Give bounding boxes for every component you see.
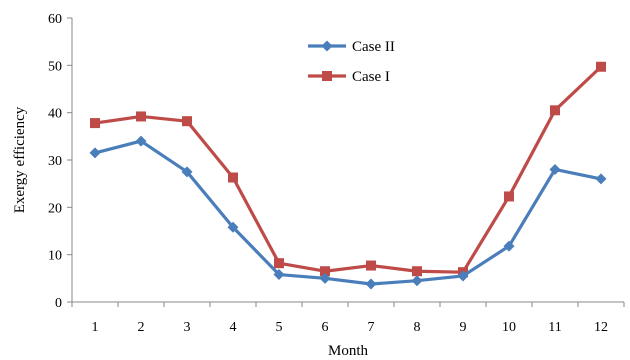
x-tick-label: 11: [548, 320, 561, 335]
legend-marker: [321, 40, 333, 52]
data-point-case-i: [90, 118, 100, 129]
data-point-case-ii: [89, 147, 101, 159]
x-tick-label: 5: [276, 320, 283, 335]
data-point-case-ii: [503, 240, 515, 252]
data-point-case-i: [550, 105, 560, 116]
x-tick-label: 3: [184, 320, 191, 335]
data-point-case-ii: [135, 135, 147, 147]
series-line-case-ii: [94, 139, 602, 286]
data-point-case-i: [412, 266, 422, 277]
data-point-case-ii: [595, 173, 607, 185]
series-layer: [89, 61, 607, 290]
data-point-case-ii: [411, 275, 423, 287]
x-tick-label: 6: [322, 320, 329, 335]
legend-label: Case II: [352, 39, 395, 55]
series-case-ii: [89, 135, 607, 290]
legend-label: Case I: [352, 69, 390, 85]
x-tick-label: 2: [138, 320, 145, 335]
data-point-case-i: [274, 258, 284, 269]
x-ticks: 1 2 3 4 5 6 7 8 9 10 11 12: [71, 302, 625, 335]
legend-item-case-i: Case I: [308, 69, 390, 85]
x-tick-label: 8: [414, 320, 421, 335]
data-point-case-i: [182, 116, 192, 127]
x-tick-label: 10: [502, 320, 516, 335]
data-point-case-ii: [457, 270, 469, 282]
data-point-case-i: [596, 61, 606, 72]
y-axis-title: Exergy efficiency: [12, 106, 28, 213]
x-axis-title: Month: [328, 343, 369, 359]
data-point-case-i: [504, 191, 514, 202]
legend: Case II Case I: [308, 39, 395, 85]
x-tick-label: 12: [594, 320, 608, 335]
x-tick-label: 9: [460, 320, 467, 335]
y-tick-label: 60: [48, 12, 62, 27]
data-point-case-i: [136, 111, 146, 122]
legend-marker: [322, 71, 332, 81]
y-tick-label: 50: [48, 59, 62, 74]
series-line-case-i: [94, 65, 603, 274]
y-tick-label: 10: [48, 249, 62, 264]
y-tick-label: 0: [55, 296, 62, 311]
data-point-case-ii: [549, 163, 561, 175]
x-tick-label: 1: [92, 320, 99, 335]
y-tick-label: 40: [48, 107, 62, 122]
data-point-case-ii: [365, 278, 377, 290]
data-point-case-ii: [181, 166, 193, 178]
series-case-i: [90, 61, 606, 278]
data-point-case-ii: [273, 269, 285, 281]
data-point-case-i: [228, 172, 238, 183]
x-tick-label: 4: [230, 320, 237, 335]
data-point-case-i: [366, 260, 376, 271]
y-ticks: 0 10 20 30 40 50 60: [48, 12, 72, 311]
x-tick-label: 7: [368, 320, 375, 335]
data-point-case-ii: [227, 221, 239, 233]
data-point-case-ii: [319, 272, 331, 284]
data-point-case-i: [320, 266, 330, 277]
y-tick-label: 30: [48, 154, 62, 169]
legend-item-case-ii: Case II: [308, 39, 395, 55]
y-tick-label: 20: [48, 201, 62, 216]
